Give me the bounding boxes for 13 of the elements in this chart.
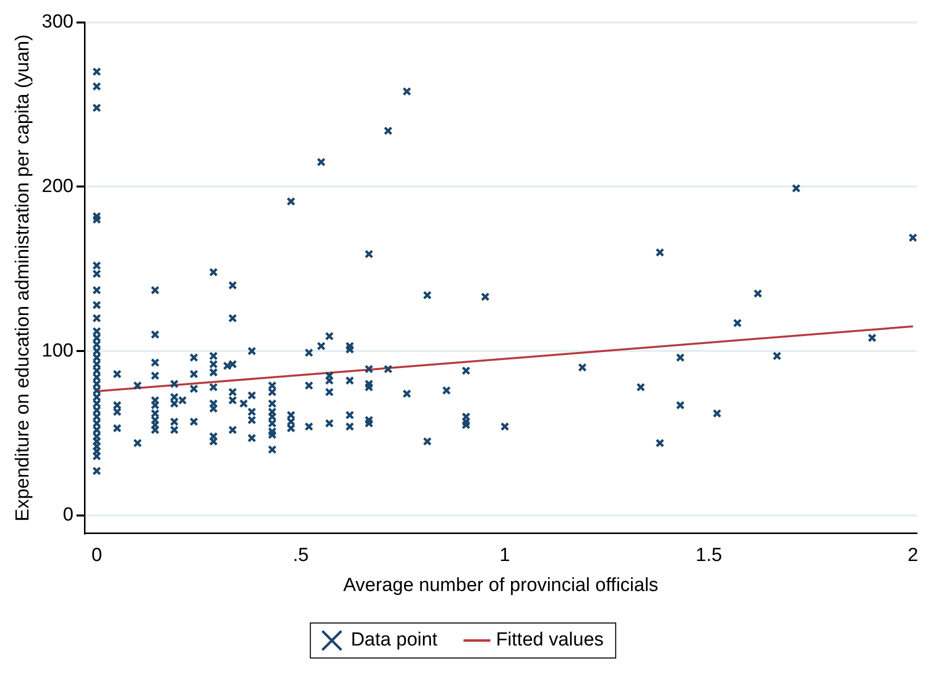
x-tick-label: 0 bbox=[91, 545, 102, 566]
x-tick-label: 1 bbox=[500, 545, 510, 566]
y-tick-label: 0 bbox=[62, 504, 74, 526]
legend-label: Fitted values bbox=[496, 630, 604, 651]
x-tick-label: 1.5 bbox=[696, 545, 722, 566]
y-tick-label: 200 bbox=[42, 176, 74, 197]
x-tick-label: .5 bbox=[292, 545, 309, 566]
y-axis-title: Expenditure on education administration per capita (yuan) bbox=[12, 34, 34, 522]
y-tick-label: 300 bbox=[42, 12, 74, 33]
x-axis-title: Average number of provincial officials bbox=[343, 574, 658, 596]
x-tick-label: 2 bbox=[908, 545, 918, 566]
y-tick-label: 100 bbox=[42, 340, 74, 362]
legend-label: Data point bbox=[350, 630, 438, 651]
